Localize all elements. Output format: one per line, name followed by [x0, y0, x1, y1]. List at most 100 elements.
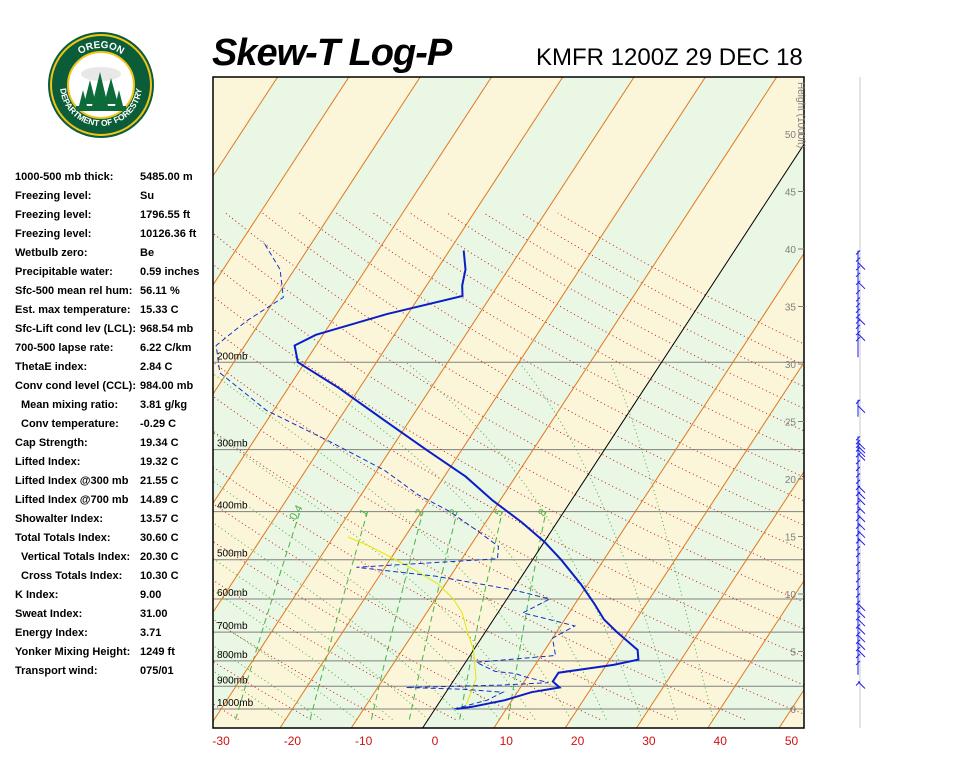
- index-value: 13.57 C: [140, 513, 179, 525]
- mixing-ratio-label: 5: [492, 507, 505, 518]
- index-label: 700-500 lapse rate:: [15, 342, 114, 354]
- dry-adiabat: [213, 295, 804, 630]
- mixing-ratio-line: [408, 511, 458, 720]
- index-label: Sfc-500 mean rel hum:: [15, 285, 133, 297]
- height-tick-label: 45: [785, 188, 797, 199]
- index-label: Vertical Totals Index:: [21, 551, 131, 563]
- barb-half-flag: [857, 449, 866, 458]
- barb-half-flag: [857, 634, 866, 643]
- barb-half-flag: [857, 514, 866, 523]
- index-value: 19.34 C: [140, 437, 179, 449]
- isotherm-line: [564, 361, 804, 728]
- wind-barb: [855, 399, 866, 417]
- temperature-band: [0, 77, 64, 728]
- oregon-forestry-logo: OREGON DEPARTMENT OF FORESTRY: [46, 30, 156, 140]
- moist-adiabat: [518, 361, 679, 720]
- barb-half-flag: [857, 497, 866, 506]
- index-value: 1796.55 ft: [140, 209, 191, 221]
- plot-frame: [212, 76, 805, 729]
- index-value: 1249 ft: [140, 646, 175, 658]
- height-tick-label: 0: [790, 705, 796, 716]
- mixing-ratio-label: 8: [536, 507, 549, 518]
- isotherm-lines: [0, 77, 960, 728]
- height-tick-label: 15: [785, 533, 797, 544]
- index-value: 20.30 C: [140, 551, 179, 563]
- pressure-label: 700mb: [217, 621, 248, 632]
- x-tick-label: -20: [284, 734, 302, 748]
- index-label: Cross Totals Index:: [21, 570, 123, 582]
- pressure-label: 1000mb: [217, 698, 254, 709]
- barb-half-flag: [857, 333, 866, 342]
- station-time-label: KMFR 1200Z 29 DEC 18: [536, 44, 803, 71]
- isotherm-line: [850, 77, 960, 728]
- isotherm-line: [0, 77, 64, 728]
- index-value: 3.71: [140, 627, 162, 639]
- index-value: 19.32 C: [140, 456, 179, 468]
- x-tick-label: 50: [785, 734, 799, 748]
- isotherm-line: [778, 688, 804, 728]
- dry-adiabat: [0, 213, 166, 720]
- barb-half-flag: [857, 537, 866, 546]
- barb-half-flag: [857, 642, 866, 651]
- index-label: Sweat Index:: [15, 608, 83, 620]
- isotherm-line: [279, 77, 706, 728]
- barb-half-flag: [857, 441, 866, 450]
- barb-half-flag: [857, 262, 866, 270]
- temperature-band: [0, 77, 135, 728]
- mixing-ratio-line: [459, 511, 503, 720]
- dry-adiabat: [213, 263, 804, 603]
- index-value: 2.84 C: [140, 361, 173, 373]
- index-label: Yonker Mixing Height:: [15, 646, 131, 658]
- isotherm-line: [213, 77, 492, 505]
- height-tick-label: 35: [785, 303, 797, 314]
- wind-barb: [855, 660, 861, 675]
- index-label: Conv temperature:: [21, 418, 119, 430]
- height-tick-label: 30: [785, 360, 797, 371]
- mixing-ratio-label: 1: [358, 507, 371, 518]
- mixing-ratio-label: 2: [413, 507, 426, 518]
- height-tick-label: 10: [785, 590, 797, 601]
- index-value: 9.00: [140, 589, 162, 601]
- height-tick-label: 40: [785, 245, 797, 256]
- temperature-trace: [293, 250, 640, 710]
- barb-half-flag: [857, 405, 866, 414]
- barb-half-flag: [857, 603, 866, 612]
- wind-barbs: [855, 250, 866, 689]
- index-label: Lifted Index @300 mb: [15, 475, 129, 487]
- barb-half-flag: [857, 681, 866, 689]
- temperature-band: [850, 77, 960, 728]
- index-label: Freezing level:: [15, 228, 92, 240]
- index-value: 10126.36 ft: [140, 228, 197, 240]
- dry-adiabat: [213, 466, 673, 720]
- index-label: Wetbulb zero:: [15, 247, 88, 259]
- x-tick-label: -30: [212, 734, 230, 748]
- isotherm-line: [0, 77, 206, 728]
- index-label: Precipitable water:: [15, 266, 113, 278]
- index-value: 075/01: [140, 665, 174, 677]
- index-value: 21.55 C: [140, 475, 179, 487]
- height-axis-label: Height (1000ft): [795, 82, 806, 148]
- chart-title: Skew-T Log-P: [212, 32, 452, 74]
- index-label: Freezing level:: [15, 209, 92, 221]
- temperature-band: [779, 689, 804, 728]
- index-label: 1000-500 mb thick:: [15, 171, 114, 183]
- dry-adiabat: [213, 540, 529, 720]
- index-value: 0.59 inches: [140, 266, 200, 278]
- pressure-label: 900mb: [217, 675, 248, 686]
- mixing-ratio-line: [309, 511, 369, 720]
- axis-labels: 200mb 300mb 400mb 500mb 600mb 700mb 800mb 900mb…: [212, 351, 798, 748]
- wind-barb: [855, 681, 866, 689]
- index-label: Conv cond level (CCL):: [15, 380, 137, 392]
- index-label: Transport wind:: [15, 665, 98, 677]
- index-label: Freezing level:: [15, 190, 92, 202]
- x-tick-label: 0: [432, 734, 439, 748]
- barb-half-flag: [857, 281, 866, 290]
- pressure-label: 800mb: [217, 650, 248, 661]
- parcel-trace: [347, 536, 477, 705]
- index-value: 3.81 g/kg: [140, 399, 188, 411]
- index-value: 14.89 C: [140, 494, 179, 506]
- dry-adiabat: [213, 619, 384, 720]
- barb-half-flag: [857, 618, 866, 627]
- isotherm-line: [0, 77, 135, 728]
- barb-half-flag: [857, 522, 866, 531]
